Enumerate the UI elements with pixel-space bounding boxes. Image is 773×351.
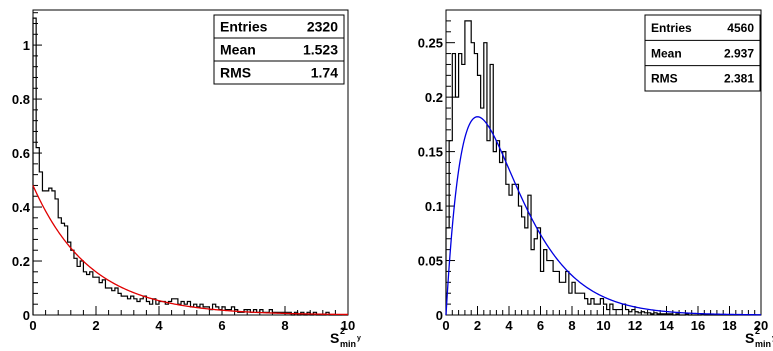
x-axis-title: S	[330, 330, 339, 346]
x-axis-title: S	[745, 330, 754, 346]
stats-mean-value: 2.937	[724, 46, 754, 60]
x-tick-label: 20	[754, 318, 768, 333]
histogram-series	[445, 20, 761, 316]
stats-rms-label: RMS	[651, 72, 678, 86]
x-tick-label: 10	[596, 318, 610, 333]
x-tick-label: 6	[537, 318, 544, 333]
x-tick-label: 4	[155, 318, 163, 333]
left-histogram-panel: 0 2 4 6 8 10 0 0.2 0.4 0.6 0.8 1 Entries 2320 Mean 1.52…	[12, 9, 361, 349]
y-tick-label: 0.4	[12, 200, 31, 215]
x-axis-title-subscript-superscript: y	[357, 335, 361, 342]
x-tick-label: 0	[442, 318, 449, 333]
y-tick-label: 0.15	[418, 145, 443, 160]
y-tick-label: 0.2	[425, 90, 443, 105]
stats-entries-label: Entries	[651, 21, 692, 35]
y-tick-label: 1	[23, 38, 30, 53]
x-tick-label: 8	[568, 318, 575, 333]
stats-box	[644, 14, 761, 92]
stats-entries-value: 2320	[307, 19, 338, 35]
stats-mean-label: Mean	[220, 42, 256, 58]
x-tick-label: 0	[29, 318, 36, 333]
x-tick-label: 14	[659, 318, 674, 333]
stats-rms-value: 2.381	[724, 72, 754, 86]
x-axis-title-subscript: min	[340, 339, 356, 349]
y-tick-label: 0	[436, 308, 443, 323]
x-tick-label: 2	[92, 318, 99, 333]
x-tick-label: 10	[341, 318, 355, 333]
stats-entries-label: Entries	[220, 19, 268, 35]
y-tick-label: 0.6	[12, 146, 30, 161]
right-histogram-panel: 0 2 4 6 8 10 12 14 16 18 20 0 0.05 0.1 0.15 0.2 0.25 Entr…	[418, 9, 773, 349]
x-tick-label: 6	[218, 318, 225, 333]
y-tick-label: 0.25	[418, 36, 443, 51]
y-tick-label: 0	[23, 308, 30, 323]
x-axis-title-superscript: 2	[755, 326, 760, 336]
stats-rms-label: RMS	[220, 65, 251, 81]
y-tick-label: 0.2	[12, 254, 30, 269]
x-tick-label: 18	[722, 318, 736, 333]
histogram-series	[32, 17, 348, 316]
stats-entries-value: 4560	[727, 21, 754, 35]
y-tick-label: 0.8	[12, 92, 30, 107]
x-tick-label: 2	[474, 318, 481, 333]
x-tick-label: 8	[281, 318, 288, 333]
stats-mean-label: Mean	[651, 46, 682, 60]
x-tick-label: 4	[505, 318, 513, 333]
fit-curve	[445, 116, 762, 316]
fit-curve	[32, 185, 349, 316]
x-axis-title-superscript: 2	[340, 326, 345, 336]
stats-mean-value: 1.523	[303, 42, 338, 58]
x-tick-label: 16	[691, 318, 705, 333]
y-tick-label: 0.1	[425, 199, 443, 214]
stats-box	[213, 14, 345, 85]
x-tick-label: 12	[628, 318, 642, 333]
x-axis-title-subscript: min	[755, 339, 771, 349]
stats-rms-value: 1.74	[311, 65, 338, 81]
y-tick-label: 0.05	[418, 254, 443, 269]
